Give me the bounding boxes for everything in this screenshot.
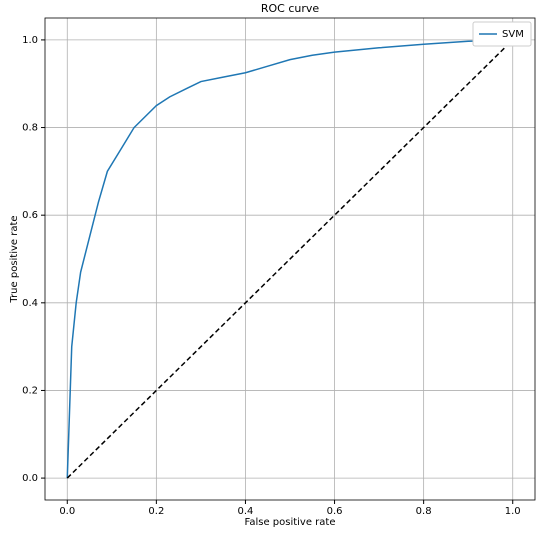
y-tick-label: 0.0 — [22, 473, 38, 484]
legend-box — [472, 21, 532, 47]
x-tick-label: 0.0 — [59, 506, 75, 517]
chart-title: ROC curve — [261, 2, 320, 15]
plot-frame — [44, 17, 536, 501]
y-tick-label: 0.4 — [22, 298, 38, 309]
y-tick-label: 1.0 — [22, 35, 38, 46]
x-axis-label: False positive rate — [245, 517, 336, 528]
x-tick-label: 0.8 — [416, 506, 432, 517]
x-tick-label: 1.0 — [505, 506, 521, 517]
series-line — [66, 39, 514, 479]
x-tick-label: 0.6 — [327, 506, 343, 517]
y-axis-label: True positive rate — [9, 215, 20, 303]
x-tick-label: 0.4 — [238, 506, 254, 517]
y-tick-label: 0.6 — [22, 210, 38, 221]
x-tick-label: 0.2 — [148, 506, 164, 517]
y-tick-label: 0.2 — [22, 385, 38, 396]
legend-label: SVM — [502, 29, 524, 40]
y-tick-label: 0.8 — [22, 123, 38, 134]
series-line — [66, 39, 513, 479]
